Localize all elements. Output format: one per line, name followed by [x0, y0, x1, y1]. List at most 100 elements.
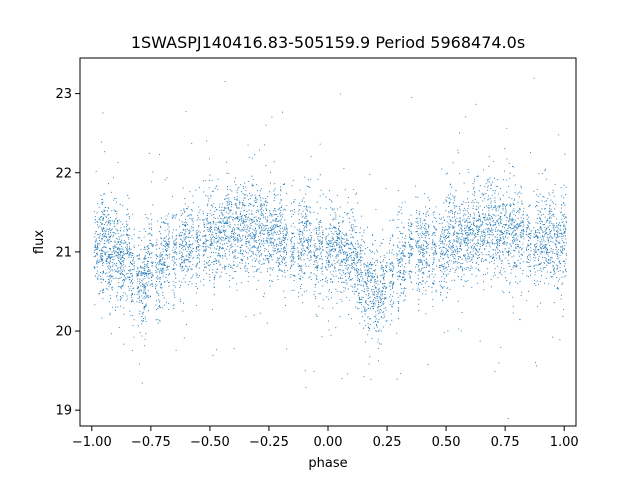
data-point [213, 190, 215, 192]
data-point [275, 233, 278, 236]
data-point [229, 266, 232, 269]
data-point [447, 250, 449, 252]
data-point [400, 272, 402, 274]
data-point [405, 235, 407, 237]
data-point [109, 297, 111, 299]
data-point [160, 217, 163, 219]
data-point [141, 382, 143, 384]
data-point [449, 211, 451, 213]
data-point [282, 234, 284, 236]
data-point [302, 247, 304, 249]
data-point [168, 232, 170, 234]
data-point [254, 234, 256, 236]
data-point [115, 254, 117, 256]
data-point [280, 270, 282, 272]
data-point [115, 201, 118, 203]
data-point [384, 257, 386, 259]
data-point [333, 233, 335, 235]
data-point [370, 378, 372, 380]
data-point [392, 276, 394, 278]
data-point [181, 253, 184, 255]
data-point [360, 299, 362, 301]
data-point [101, 234, 104, 236]
data-point [376, 295, 378, 297]
data-point [291, 290, 293, 292]
data-point [434, 253, 436, 255]
data-point [265, 212, 267, 214]
data-point [108, 220, 110, 222]
data-point [306, 225, 308, 227]
data-point [204, 241, 206, 243]
data-point [205, 217, 207, 220]
data-point [409, 270, 411, 272]
data-point [293, 235, 296, 237]
data-point [162, 275, 164, 277]
data-point [195, 285, 197, 288]
data-point [427, 363, 429, 366]
data-point [347, 267, 349, 269]
data-point [409, 238, 412, 240]
data-point [372, 258, 374, 260]
data-point [185, 323, 187, 325]
data-point [271, 244, 273, 246]
data-point [303, 229, 305, 231]
data-point [383, 273, 385, 275]
data-point [329, 214, 331, 216]
data-point [362, 278, 364, 280]
data-point [166, 215, 168, 217]
data-point [104, 281, 107, 283]
data-point [215, 222, 217, 224]
data-point [99, 240, 101, 242]
data-point [169, 254, 171, 256]
data-point [219, 230, 221, 232]
data-point [280, 256, 283, 258]
data-point [329, 199, 331, 201]
data-point [441, 264, 443, 266]
data-point [99, 243, 101, 245]
data-point [140, 249, 142, 251]
data-point [431, 286, 433, 289]
data-point [206, 205, 208, 207]
data-point [327, 235, 329, 237]
data-point [237, 217, 239, 219]
data-point [340, 298, 342, 300]
data-point [423, 273, 425, 275]
data-point [259, 218, 261, 220]
data-point [327, 247, 329, 249]
data-point [183, 260, 185, 262]
data-point [259, 260, 261, 262]
data-point [318, 239, 320, 242]
data-point [308, 259, 310, 261]
data-point [391, 303, 393, 305]
data-point [105, 235, 107, 237]
data-point [248, 202, 250, 204]
data-point [286, 205, 288, 207]
data-point [96, 224, 99, 226]
data-point [298, 291, 300, 293]
data-point [131, 269, 133, 271]
data-point [205, 243, 207, 245]
data-point [444, 271, 446, 273]
data-point [229, 221, 231, 223]
data-point [126, 244, 128, 246]
data-point [367, 247, 369, 249]
data-point [376, 275, 378, 277]
data-point [338, 277, 340, 279]
data-point [306, 215, 308, 217]
data-point [401, 245, 403, 247]
data-point [398, 206, 400, 208]
data-point [184, 224, 187, 226]
data-point [273, 232, 275, 234]
data-point [149, 272, 151, 274]
data-point [112, 275, 114, 277]
data-point [145, 257, 147, 259]
data-point [417, 196, 419, 198]
data-point [132, 213, 134, 215]
data-point [328, 290, 330, 292]
data-point [297, 256, 299, 258]
data-point [239, 200, 241, 202]
data-point [261, 233, 264, 235]
data-point [426, 265, 428, 267]
data-point [219, 231, 221, 234]
